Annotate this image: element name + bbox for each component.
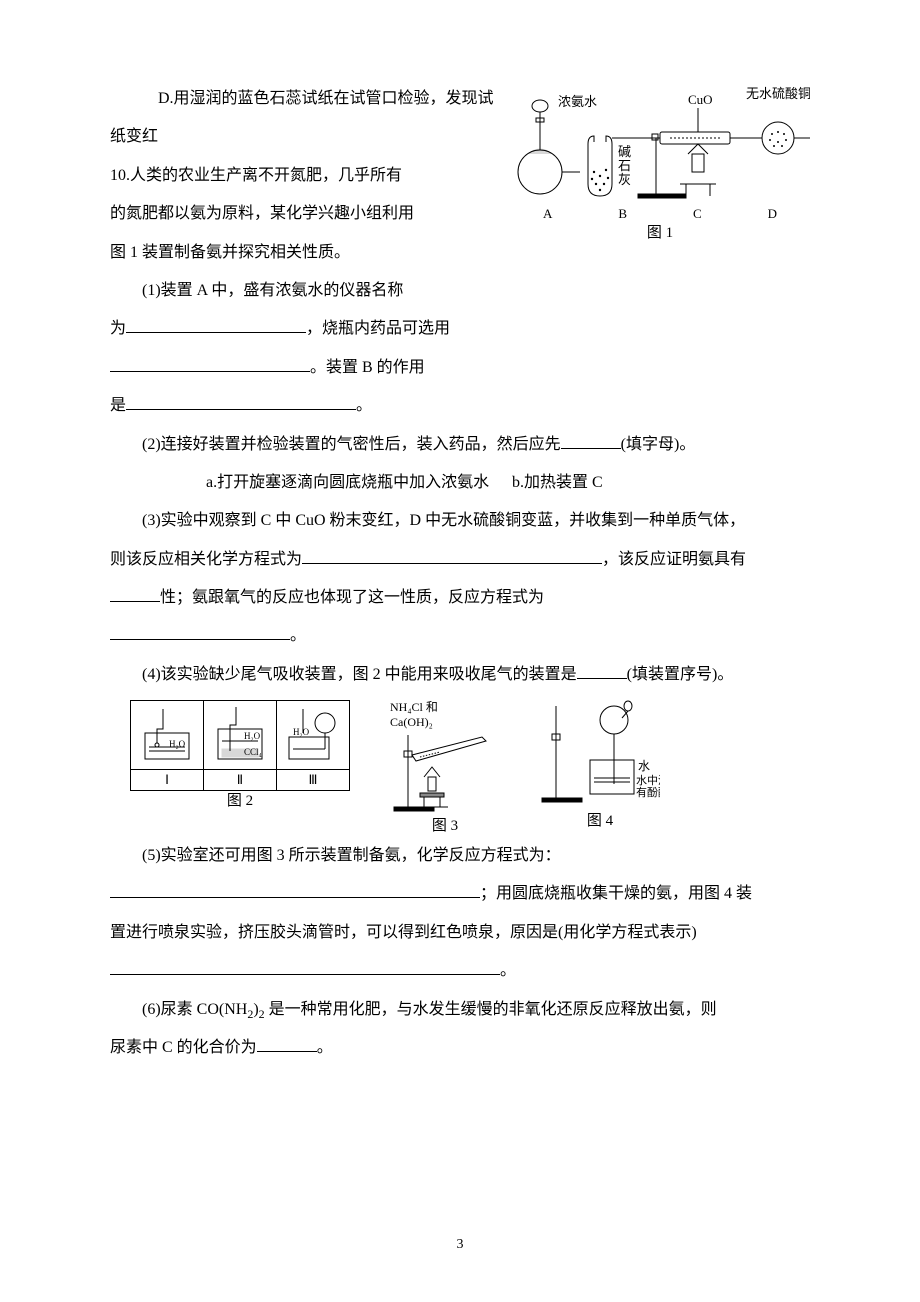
fig2-caption: 图 2 [130,793,350,810]
q10-3-line4: 。 [110,617,810,655]
q10-3-line3: 性；氨跟氧气的反应也体现了这一性质，反应方程式为 [110,579,810,617]
figure-1-svg: 浓氨水 碱 石 灰 [510,84,810,204]
fig2-lab-3: Ⅲ [277,770,350,791]
fig2-table: H₂O H₂O CCl₄ [130,700,350,791]
q10-4-a: (4)该实验缺少尾气吸收装置，图 2 中能用来吸收尾气的装置是 [142,666,577,683]
q10-1-f: 。 [356,397,372,414]
fig4-caption: 图 4 [540,812,660,830]
q10-1-c: ，烧瓶内药品可选用 [306,320,450,337]
q10-3-line2: 则该反应相关化学方程式为 ，该反应证明氨具有 [110,541,810,579]
blank-5 [302,547,602,564]
page-number: 3 [110,1228,810,1262]
blank-7 [110,623,290,640]
fig3-l2: Ca(OH)₂ [390,715,433,729]
q10-1-b: 为 [110,320,126,337]
blank-3 [126,393,356,410]
q10-1-line2: 为 ，烧瓶内药品可选用 [110,310,810,348]
q10-5-a: (5)实验室还可用图 3 所示装置制备氨，化学反应方程式为： [110,837,810,875]
blank-6 [110,585,160,602]
q10-5-line4: 。 [110,952,810,990]
fig1-col-a: A [543,206,552,222]
q10-3-d: 性；氨跟氧气的反应也体现了这一性质，反应方程式为 [160,589,544,606]
fig2-lab-1: Ⅰ [131,770,204,791]
q10-3-b: 则该反应相关化学方程式为 [110,551,302,568]
q10-4-b: (填装置序号)。 [627,666,734,683]
blank-11 [257,1035,317,1052]
q10-1-line4: 是。 [110,387,810,425]
q10-2-a: (2)连接好装置并检验装置的气密性后，装入药品，然后应先 [142,436,561,453]
q10-3-a: (3)实验中观察到 C 中 CuO 粉末变红，D 中无水硫酸铜变蓝，并收集到一种… [110,502,810,540]
blank-9 [110,881,480,898]
fig2-h2o-2: H₂O [244,731,261,741]
fig2-ccl4: CCl₄ [244,747,262,757]
figure-1: 浓氨水 碱 石 灰 [510,84,810,242]
fig1-ammonia-label: 浓氨水 [558,94,597,109]
fig1-lime-2: 石 [618,158,631,173]
q10-5-line2: ；用圆底烧瓶收集干燥的氨，用图 4 装 [110,875,810,913]
fig4-note1: 水中滴 [636,773,660,787]
fig1-col-c: C [693,206,702,222]
fig2-h2o-1: H₂O [169,739,186,749]
fig4-water: 水 [638,759,650,773]
fig1-col-d: D [768,206,777,222]
q10-6-a: (6)尿素 CO(NH [142,1001,247,1018]
q10-2-line: (2)连接好装置并检验装置的气密性后，装入药品，然后应先 (填字母)。 [110,426,810,464]
q10-5-d: 。 [500,962,516,979]
q10-2-opt-b: b.加热装置 C [512,474,603,491]
blank-8 [577,662,627,679]
blank-2 [110,355,310,372]
fig3-caption: 图 3 [390,817,500,835]
page: 浓氨水 碱 石 灰 [0,0,920,1302]
q10-1-a: (1)装置 A 中，盛有浓氨水的仪器名称 [110,272,810,310]
blank-4 [561,432,621,449]
figure-strip: H₂O H₂O CCl₄ [130,700,810,835]
q10-2-b: (填字母)。 [621,436,696,453]
fig2-h2o-3: H₂O [293,727,310,737]
blank-1 [126,316,306,333]
fig3-l1: NH₄Cl 和 [390,700,438,714]
q10-3-c: ，该反应证明氨具有 [602,551,746,568]
q10-1-line3: 。装置 B 的作用 [110,349,810,387]
fig2-cell-1: H₂O [131,701,204,770]
figure-2: H₂O H₂O CCl₄ [130,700,350,810]
q10-3-e: 。 [290,627,306,644]
blank-10 [110,958,500,975]
fig4-note2: 有酚酞 [636,785,660,799]
q10-6-d: 。 [317,1039,333,1056]
fig2-lab-2: Ⅱ [204,770,277,791]
q10-2-opt-a: a.打开旋塞逐滴向圆底烧瓶中加入浓氨水 [158,464,508,502]
q10-1-d: 。装置 B 的作用 [310,359,425,376]
figure-3: NH₄Cl 和 Ca(OH)₂ 图 3 [390,700,500,835]
fig1-cuso4-label: 无水硫酸铜 [746,86,810,101]
fig2-cell-3: H₂O [277,701,350,770]
q10-6-c: 尿素中 C 的化合价为 [110,1039,257,1056]
q10-5-c: 置进行喷泉实验，挤压胶头滴管时，可以得到红色喷泉，原因是(用化学方程式表示) [110,914,810,952]
fig1-col-b: B [618,206,627,222]
figure-4: 水 水中滴 有酚酞 图 4 [540,700,660,830]
fig1-caption: 图 1 [510,224,810,242]
fig1-lime-3: 灰 [618,172,631,187]
q10-6-b: 是一种常用化肥，与水发生缓慢的非氧化还原反应释放出氨，则 [265,1001,717,1018]
fig2-cell-2: H₂O CCl₄ [204,701,277,770]
fig1-lime-1: 碱 [618,144,631,159]
q10-1-e: 是 [110,397,126,414]
q10-5-b: ；用圆底烧瓶收集干燥的氨，用图 4 装 [480,885,752,902]
q10-6-line2: 尿素中 C 的化合价为 。 [110,1029,810,1067]
fig1-cuo-label: CuO [688,92,713,107]
q10-6-line1: (6)尿素 CO(NH2)2 是一种常用化肥，与水发生缓慢的非氧化还原反应释放出… [110,991,810,1029]
q10-2-opts: a.打开旋塞逐滴向圆底烧瓶中加入浓氨水 b.加热装置 C [110,464,810,502]
q10-4-line: (4)该实验缺少尾气吸收装置，图 2 中能用来吸收尾气的装置是 (填装置序号)。 [110,656,810,694]
fig1-cols: A B C D [510,206,810,222]
